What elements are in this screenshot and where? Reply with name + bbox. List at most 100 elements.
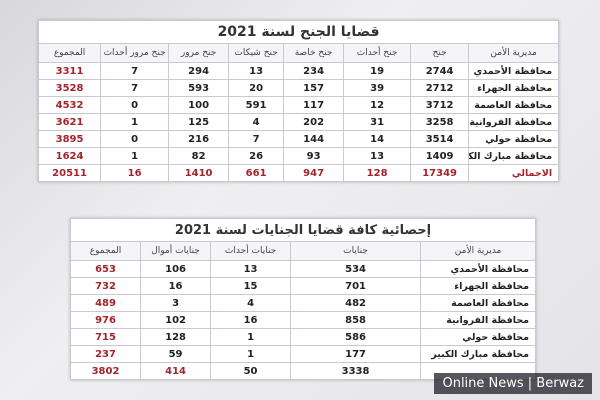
watermark: Online News | Berwaz — [434, 373, 592, 394]
row: محافظة حولي 586 1 128 715 — [69, 328, 537, 346]
cell: 19 — [343, 62, 412, 80]
cell: 117 — [283, 96, 345, 114]
cell: 50 — [210, 362, 292, 380]
cell: 234 — [283, 62, 345, 80]
cell: 12 — [343, 96, 412, 114]
cell: 3528 — [37, 79, 102, 97]
cell: 202 — [283, 113, 345, 131]
cell: 144 — [283, 130, 345, 148]
cell: 2712 — [410, 79, 470, 97]
cell: 3258 — [410, 113, 470, 131]
row: محافظة الأحمدي 534 13 106 653 — [69, 260, 537, 278]
cell: 125 — [168, 113, 230, 131]
cell: 1409 — [410, 147, 470, 165]
header-cell: جنح شيكات — [228, 43, 285, 63]
cell: محافظة مبارك الكبير — [420, 345, 537, 363]
row: محافظة العاصمة 482 4 3 489 — [69, 294, 537, 312]
cell: 13 — [228, 62, 285, 80]
cell: 414 — [140, 362, 212, 380]
cell: 3621 — [37, 113, 102, 131]
cell: 534 — [290, 260, 422, 278]
header-cell: جنح أحداث — [343, 43, 412, 63]
header-cell: المجموع — [69, 241, 142, 261]
header-cell: جنح — [410, 43, 470, 63]
felony-table: إحصائية كافة قضايا الجنايات لسنة 2021 مدي… — [69, 218, 537, 380]
cell: 947 — [283, 164, 345, 182]
cell: محافظة حولي — [420, 328, 537, 346]
cell: محافظة مبارك الكبير — [468, 147, 560, 165]
cell: 39 — [343, 79, 412, 97]
cell: 732 — [69, 277, 142, 295]
misdemeanor-table: قضايا الجنح لسنة 2021 مديرية الأمن جنح جنح … — [37, 20, 560, 182]
cell: 653 — [69, 260, 142, 278]
row: محافظة الجهراء 701 15 16 732 — [69, 277, 537, 295]
cell: محافظة الفروانية — [468, 113, 560, 131]
cell: 661 — [228, 164, 285, 182]
cell: 26 — [228, 147, 285, 165]
totals-row: 3338 50 414 3802 — [69, 362, 537, 380]
cell: محافظة الفروانية — [420, 311, 537, 329]
header-cell: جنايات أموال — [140, 241, 212, 261]
cell: 100 — [168, 96, 230, 114]
cell: 20511 — [37, 164, 102, 182]
row: محافظة الأحمدي 2744 19 234 13 294 7 3311 — [37, 62, 560, 80]
cell: 1 — [100, 147, 170, 165]
cell: 102 — [140, 311, 212, 329]
row: محافظة مبارك الكبير14091393268211624 — [37, 147, 560, 165]
cell: 3514 — [410, 130, 470, 148]
cell: 7 — [100, 79, 170, 97]
cell: 14 — [343, 130, 412, 148]
cell: 13 — [343, 147, 412, 165]
cell: 976 — [69, 311, 142, 329]
title-row: قضايا الجنح لسنة 2021 — [37, 20, 560, 44]
table-title: إحصائية كافة قضايا الجنايات لسنة 2021 — [69, 218, 537, 242]
cell: 16 — [210, 311, 292, 329]
header-cell: مديرية الأمن — [468, 43, 560, 63]
header-row: مديرية الأمن جنايات جنايات أحداث جنايات أمو… — [69, 241, 537, 261]
cell: محافظة الأحمدي — [468, 62, 560, 80]
cell: 7 — [100, 62, 170, 80]
cell: 16 — [140, 277, 212, 295]
cell: محافظة الأحمدي — [420, 260, 537, 278]
row: محافظة حولي 3514 14 144 7 216 0 3895 — [37, 130, 560, 148]
cell: 1 — [210, 345, 292, 363]
header-row: مديرية الأمن جنح جنح أحداث جنح خاصة جنح شيكا… — [37, 43, 560, 63]
cell: 13 — [210, 260, 292, 278]
cell: محافظة العاصمة — [420, 294, 537, 312]
cell: 0 — [100, 96, 170, 114]
cell: 4 — [210, 294, 292, 312]
header-cell: جنح مرور — [168, 43, 230, 63]
cell: 216 — [168, 130, 230, 148]
row: محافظة مبارك الكبير 177 1 59 237 — [69, 345, 537, 363]
title-row: إحصائية كافة قضايا الجنايات لسنة 2021 — [69, 218, 537, 242]
cell: 3 — [140, 294, 212, 312]
row: محافظة الفروانية 858 16 102 976 — [69, 311, 537, 329]
cell: 858 — [290, 311, 422, 329]
cell: 177 — [290, 345, 422, 363]
table-title: قضايا الجنح لسنة 2021 — [37, 20, 560, 44]
header-cell: جنح خاصة — [283, 43, 345, 63]
cell: 82 — [168, 147, 230, 165]
cell: 128 — [343, 164, 412, 182]
cell: 93 — [283, 147, 345, 165]
header-cell: مديرية الأمن — [420, 241, 537, 261]
cell: 59 — [140, 345, 212, 363]
cell: 1410 — [168, 164, 230, 182]
cell: 15 — [210, 277, 292, 295]
cell: 128 — [140, 328, 212, 346]
cell: 0 — [100, 130, 170, 148]
cell: 3338 — [290, 362, 422, 380]
cell: 157 — [283, 79, 345, 97]
cell: محافظة الجهراء — [468, 79, 560, 97]
cell: الاجمالي — [468, 164, 560, 182]
cell: 4 — [228, 113, 285, 131]
cell: 1 — [100, 113, 170, 131]
cell: 591 — [228, 96, 285, 114]
cell: 482 — [290, 294, 422, 312]
header-cell: جنايات أحداث — [210, 241, 292, 261]
cell: 3311 — [37, 62, 102, 80]
cell: 1624 — [37, 147, 102, 165]
header-cell: جنايات — [290, 241, 422, 261]
header-cell: جنح مرور أحداث — [100, 43, 170, 63]
